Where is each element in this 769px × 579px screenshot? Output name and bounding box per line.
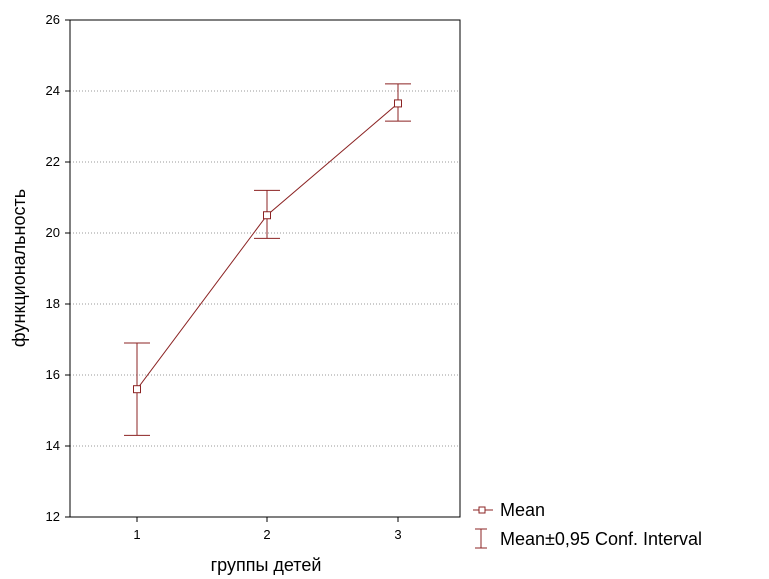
y-tick-label: 22: [46, 154, 60, 169]
mean-point: [133, 385, 141, 394]
x-axis-title: группы детей: [211, 555, 322, 575]
y-tick-label: 18: [46, 296, 60, 311]
y-tick-label: 26: [46, 12, 60, 27]
y-axis-title: функциональность: [9, 189, 29, 347]
series-mean: [124, 83, 411, 436]
y-tick-label: 14: [46, 438, 60, 453]
y-tick-label: 24: [46, 83, 60, 98]
y-tick-label: 12: [46, 509, 60, 524]
grid-lines: [70, 90, 460, 447]
legend-mean-square-icon: [478, 506, 486, 514]
x-tick-label: 2: [263, 527, 270, 542]
legend: Mean Mean±0,95 Conf. Interval: [473, 500, 702, 549]
mean-point: [263, 211, 271, 220]
x-tick-label: 1: [133, 527, 140, 542]
x-axis: 1 2 3: [133, 517, 402, 542]
plot-area-frame: [69, 19, 461, 518]
mean-point: [394, 99, 402, 108]
x-tick-label: 3: [394, 527, 401, 542]
legend-mean-label: Mean: [500, 500, 545, 520]
y-tick-label: 16: [46, 367, 60, 382]
legend-ci-label: Mean±0,95 Conf. Interval: [500, 529, 702, 549]
y-axis: 12 14 16 18 20 22 24 26: [46, 12, 70, 524]
y-tick-label: 20: [46, 225, 60, 240]
mean-line: [136, 103, 399, 390]
